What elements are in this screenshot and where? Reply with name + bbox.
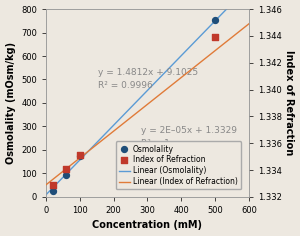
Y-axis label: Index of Refraction: Index of Refraction bbox=[284, 50, 294, 156]
Linear (Index of Refraction) bbox=[164, 88, 168, 91]
Osmolality bbox=[64, 173, 69, 177]
Linear (Osmolality) bbox=[168, 66, 172, 68]
Index of Refraction bbox=[64, 167, 69, 171]
Osmolality bbox=[77, 154, 82, 158]
Index of Refraction bbox=[213, 35, 218, 39]
Line: Linear (Index of Refraction): Linear (Index of Refraction) bbox=[46, 24, 249, 185]
Index of Refraction bbox=[50, 183, 55, 187]
Text: R² = 0.9996: R² = 0.9996 bbox=[98, 81, 153, 90]
Linear (Index of Refraction) bbox=[45, 183, 49, 186]
Linear (Osmolality) bbox=[164, 70, 168, 73]
Linear (Osmolality) bbox=[45, 193, 49, 195]
Linear (Index of Refraction) bbox=[165, 88, 169, 90]
Linear (Osmolality) bbox=[228, 4, 232, 7]
Linear (Index of Refraction) bbox=[44, 183, 48, 186]
Line: Linear (Osmolality): Linear (Osmolality) bbox=[46, 0, 249, 195]
X-axis label: Concentration (mM): Concentration (mM) bbox=[92, 220, 202, 230]
Linear (Index of Refraction) bbox=[247, 22, 251, 25]
Osmolality bbox=[50, 189, 55, 193]
Linear (Osmolality) bbox=[165, 69, 169, 72]
Index of Refraction bbox=[77, 153, 82, 157]
Linear (Osmolality) bbox=[44, 193, 48, 196]
Text: y = 1.4812x + 9.1025: y = 1.4812x + 9.1025 bbox=[98, 68, 199, 77]
Osmolality bbox=[213, 18, 218, 21]
Y-axis label: Osmolality (mOsm/kg): Osmolality (mOsm/kg) bbox=[6, 42, 16, 164]
Text: y = 2E–05x + 1.3329: y = 2E–05x + 1.3329 bbox=[141, 126, 237, 135]
Linear (Index of Refraction) bbox=[228, 38, 232, 40]
Text: R² = 1: R² = 1 bbox=[141, 139, 169, 148]
Legend: Osmolality, Index of Refraction, Linear (Osmolality), Linear (Index of Refractio: Osmolality, Index of Refraction, Linear … bbox=[116, 141, 241, 189]
Linear (Index of Refraction) bbox=[215, 48, 219, 51]
Linear (Index of Refraction) bbox=[168, 85, 172, 88]
Linear (Osmolality) bbox=[215, 17, 219, 20]
